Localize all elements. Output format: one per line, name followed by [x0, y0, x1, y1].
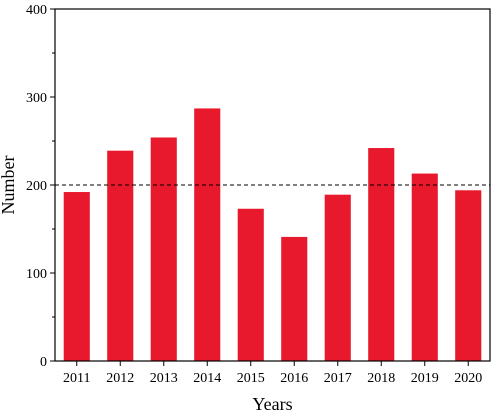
x-tick-label: 2012	[106, 371, 134, 386]
x-tick-label: 2013	[150, 371, 178, 386]
x-tick-label: 2020	[454, 371, 482, 386]
bar-2017	[324, 194, 351, 361]
bar-2020	[455, 190, 482, 361]
y-axis-title: Number	[0, 156, 18, 215]
x-axis: 2011 2012 2013 2014 2015 2016 2017 2018 2019 2020	[63, 361, 482, 386]
y-tick-label: 0	[40, 355, 47, 370]
x-tick-label: 2015	[237, 371, 265, 386]
bar-2013	[150, 137, 177, 361]
bar-2018	[368, 148, 395, 361]
bar-2011	[63, 192, 90, 361]
y-tick-label: 300	[26, 91, 47, 106]
bar-2014	[194, 108, 221, 361]
x-axis-title: Years	[252, 394, 292, 414]
x-tick-label: 2018	[367, 371, 395, 386]
x-tick-label: 2011	[63, 371, 90, 386]
bar-2016	[281, 236, 308, 361]
x-tick-label: 2017	[324, 371, 352, 386]
bar-2015	[237, 208, 264, 361]
y-axis: 0 100 200 300 400	[26, 3, 55, 370]
x-tick-label: 2019	[411, 371, 439, 386]
bar-2019	[411, 173, 438, 361]
y-tick-label: 400	[26, 3, 47, 18]
y-tick-label: 200	[26, 179, 47, 194]
bar-2012	[107, 150, 134, 361]
x-tick-label: 2014	[193, 371, 221, 386]
bars-group	[63, 108, 482, 361]
x-tick-label: 2016	[280, 371, 308, 386]
y-tick-label: 100	[26, 267, 47, 282]
